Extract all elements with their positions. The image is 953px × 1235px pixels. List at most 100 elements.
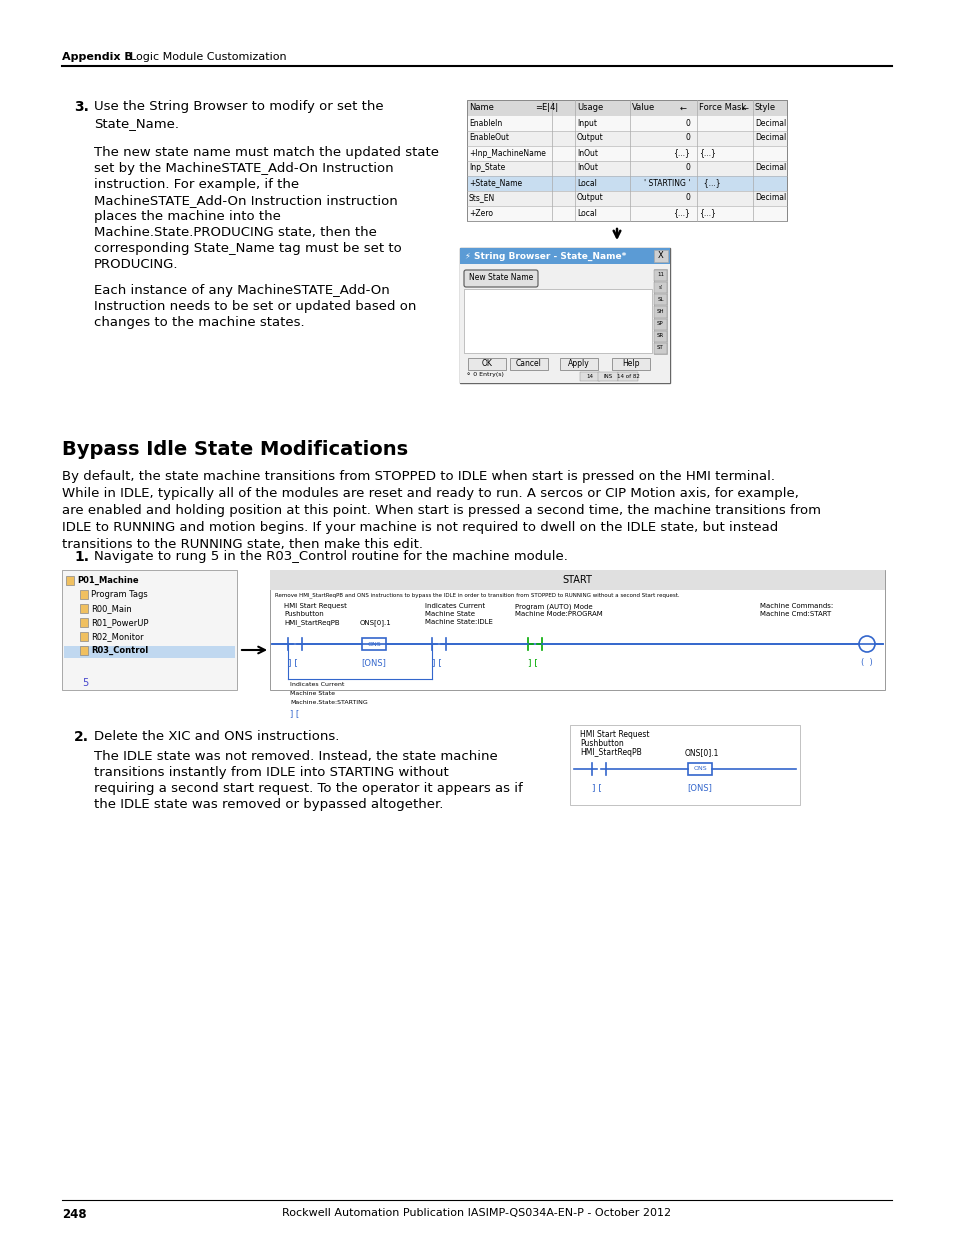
Text: INS: INS (602, 373, 612, 378)
Text: Decimal: Decimal (754, 133, 785, 142)
Text: Indicates Current: Indicates Current (424, 603, 485, 609)
Text: Delete the XIC and ONS instructions.: Delete the XIC and ONS instructions. (94, 730, 339, 743)
Text: Decimal: Decimal (754, 194, 785, 203)
Text: ONS: ONS (367, 641, 380, 646)
Text: InOut: InOut (577, 148, 598, 158)
Text: Bypass Idle State Modifications: Bypass Idle State Modifications (62, 440, 408, 459)
Text: Program Tags: Program Tags (91, 590, 148, 599)
Text: 14 of 82: 14 of 82 (616, 373, 639, 378)
Text: HMI Start Request: HMI Start Request (579, 730, 649, 739)
Text: SR: SR (657, 333, 663, 338)
Text: ] [: ] [ (290, 709, 299, 718)
Bar (361, 638, 386, 650)
Text: SH: SH (656, 309, 663, 314)
Text: Machine Mode:PROGRAM: Machine Mode:PROGRAM (515, 611, 602, 618)
Text: Local: Local (577, 179, 597, 188)
Text: transitions to the RUNNING state, then make this edit.: transitions to the RUNNING state, then m… (62, 538, 422, 551)
Text: +Zero: +Zero (469, 209, 493, 217)
Bar (654, 282, 666, 293)
Bar (612, 358, 649, 370)
Text: By default, the state machine transitions from STOPPED to IDLE when start is pre: By default, the state machine transition… (62, 471, 774, 483)
Bar (80, 632, 88, 641)
Text: Apply: Apply (568, 359, 589, 368)
Text: Logic Module Customization: Logic Module Customization (130, 52, 286, 62)
Text: Sts_EN: Sts_EN (469, 194, 495, 203)
Text: corresponding State_Name tag must be set to: corresponding State_Name tag must be set… (94, 242, 401, 254)
Bar (270, 571, 884, 690)
Text: Instruction needs to be set or updated based on: Instruction needs to be set or updated b… (94, 300, 416, 312)
Bar (687, 763, 711, 776)
Text: ' STARTING ': ' STARTING ' (643, 179, 689, 188)
Bar (654, 294, 666, 305)
FancyBboxPatch shape (463, 270, 537, 287)
Text: The IDLE state was not removed. Instead, the state machine: The IDLE state was not removed. Instead,… (94, 750, 497, 763)
Text: {...}: {...} (673, 209, 689, 217)
Text: ] [: ] [ (527, 658, 537, 667)
Text: Machine Commands:: Machine Commands: (760, 603, 832, 609)
Bar (510, 358, 547, 370)
Text: are enabled and holding position at this point. When start is pressed a second t: are enabled and holding position at this… (62, 504, 821, 517)
Text: 14: 14 (586, 373, 593, 378)
Bar (467, 100, 786, 116)
Text: R00_Main: R00_Main (91, 604, 132, 613)
Text: HMI_StartReqPB: HMI_StartReqPB (284, 619, 339, 626)
Text: Inp_State: Inp_State (469, 163, 505, 173)
Bar (579, 372, 599, 382)
Text: {...}: {...} (699, 179, 720, 188)
Text: 0: 0 (684, 194, 689, 203)
Text: 0: 0 (684, 133, 689, 142)
Text: While in IDLE, typically all of the modules are reset and ready to run. A sercos: While in IDLE, typically all of the modu… (62, 487, 798, 500)
Bar (618, 372, 638, 382)
Text: Local: Local (577, 209, 597, 217)
Text: =E|4|: =E|4| (535, 104, 558, 112)
Text: R01_PowerUP: R01_PowerUP (91, 618, 149, 627)
Text: Decimal: Decimal (754, 119, 785, 127)
Bar (467, 191, 786, 206)
Text: {...}: {...} (699, 148, 715, 158)
Text: ←: ← (679, 104, 686, 112)
Text: {...}: {...} (699, 209, 715, 217)
Text: Help: Help (621, 359, 639, 368)
Text: instruction. For example, if the: instruction. For example, if the (94, 178, 299, 191)
Bar (467, 100, 786, 221)
Text: Machine State: Machine State (290, 692, 335, 697)
Text: InOut: InOut (577, 163, 598, 173)
Text: ] [: ] [ (432, 658, 441, 667)
Bar (467, 161, 786, 177)
Text: Output: Output (577, 133, 603, 142)
Bar (467, 116, 786, 131)
Text: (  ): ( ) (861, 658, 872, 667)
Text: +State_Name: +State_Name (469, 179, 521, 188)
Text: [ONS]: [ONS] (687, 783, 712, 792)
Text: Rockwell Automation Publication IASIMP-QS034A-EN-P - October 2012: Rockwell Automation Publication IASIMP-Q… (282, 1208, 671, 1218)
Bar (459, 248, 669, 383)
Text: 3.: 3. (74, 100, 89, 114)
Text: ⚬ 0 Entry(s): ⚬ 0 Entry(s) (465, 372, 503, 377)
Bar (467, 146, 786, 161)
Text: START: START (561, 576, 591, 585)
Text: State_Name.: State_Name. (94, 117, 179, 130)
Bar (559, 358, 598, 370)
Text: SL: SL (657, 296, 663, 301)
Text: ] [: ] [ (592, 783, 601, 792)
Text: PRODUCING.: PRODUCING. (94, 258, 178, 270)
Text: EnableIn: EnableIn (469, 119, 501, 127)
Text: Input: Input (577, 119, 597, 127)
Bar (80, 646, 88, 655)
Text: HMI Start Request: HMI Start Request (284, 603, 347, 609)
Text: the IDLE state was removed or bypassed altogether.: the IDLE state was removed or bypassed a… (94, 798, 443, 811)
Text: SP: SP (657, 321, 663, 326)
Text: 0: 0 (684, 163, 689, 173)
Bar (654, 343, 666, 354)
Text: HMI_StartReqPB: HMI_StartReqPB (579, 748, 641, 757)
Text: R02_Monitor: R02_Monitor (91, 632, 144, 641)
Text: X: X (658, 252, 663, 261)
Text: IDLE to RUNNING and motion begins. If your machine is not required to dwell on t: IDLE to RUNNING and motion begins. If yo… (62, 521, 778, 534)
Text: changes to the machine states.: changes to the machine states. (94, 316, 304, 329)
Text: OK: OK (481, 359, 492, 368)
Text: Pushbutton: Pushbutton (284, 611, 323, 618)
Text: ONS[0].1: ONS[0].1 (684, 748, 719, 757)
Text: Each instance of any MachineSTATE_Add-On: Each instance of any MachineSTATE_Add-On (94, 284, 390, 296)
Text: Machine.State:STARTING: Machine.State:STARTING (290, 700, 367, 705)
Bar (654, 319, 666, 330)
